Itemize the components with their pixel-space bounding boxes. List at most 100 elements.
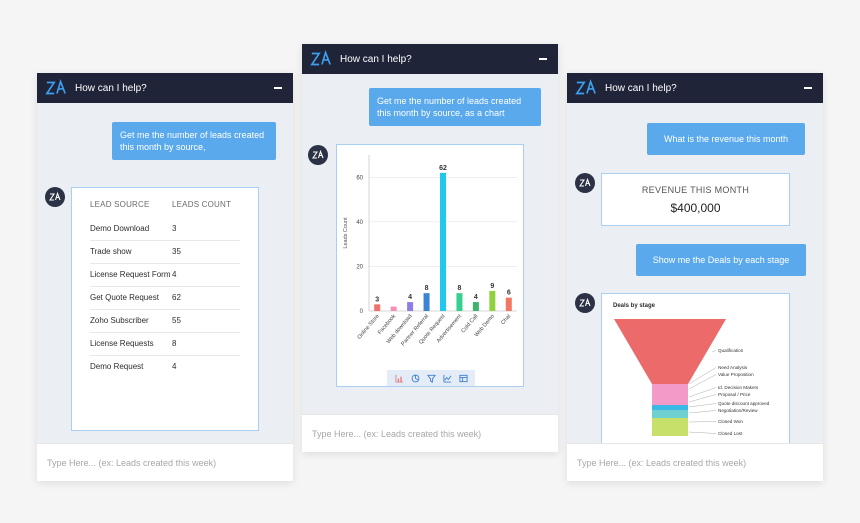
header-title: How can I help?: [75, 82, 147, 94]
chat-input-area: [567, 443, 823, 481]
table-row: Zoho Subscriber 55: [90, 309, 240, 333]
funnel-segment: [652, 410, 688, 418]
table-body: Demo Download 3 Trade show 35 License Reques…: [90, 218, 240, 378]
leads-count-cell: 35: [172, 240, 240, 264]
user-question-bubble: Get me the number of leads created this …: [112, 122, 276, 160]
revenue-value: $400,000: [670, 201, 721, 215]
column-header-source: LEAD SOURCE: [90, 200, 150, 209]
lead-source-cell: Demo Request: [90, 362, 144, 371]
bar-web-demo: [489, 290, 496, 311]
bar-value-label: 8: [457, 285, 461, 292]
lead-source-cell: Get Quote Request: [90, 286, 172, 310]
lead-source-cell: Trade show: [90, 240, 172, 264]
bar-value-label: 6: [507, 290, 511, 297]
funnel-stage-label: Closed Lost: [718, 431, 743, 436]
revenue-card: REVENUE THIS MONTH $400,000: [601, 173, 790, 226]
pie-chart-icon[interactable]: [410, 373, 420, 383]
x-tick-label: Online Store: [357, 313, 381, 340]
minimize-icon[interactable]: [273, 83, 283, 93]
funnel-leader-line: [688, 394, 717, 403]
table-row: Trade show 35: [90, 240, 240, 264]
chart-toolbar: [387, 370, 475, 386]
funnel-leader-line: [688, 374, 717, 390]
x-tick-label: Chat: [500, 313, 512, 326]
lead-source-cell: Demo Download: [90, 218, 172, 241]
bar-chart-icon[interactable]: [394, 373, 404, 383]
zia-logo-icon: [45, 79, 66, 95]
zia-logo-icon: [310, 50, 331, 66]
funnel-segment: [614, 319, 726, 384]
funnel-stage-label: Closed Won: [718, 419, 743, 424]
chat-panel-revenue-deals: How can I help? What is the revenue this…: [567, 73, 823, 481]
minimize-icon[interactable]: [803, 83, 813, 93]
bot-avatar-icon: [45, 187, 65, 207]
bar-value-label: 4: [408, 294, 412, 301]
funnel-segment: [652, 418, 688, 436]
user-question-bubble-deals: Show me the Deals by each stage: [636, 244, 806, 276]
y-tick-label: 60: [356, 175, 363, 181]
funnel-icon[interactable]: [426, 373, 436, 383]
funnel-leader-line: [711, 350, 717, 353]
funnel-leader-line: [688, 403, 717, 408]
chat-input[interactable]: [47, 457, 293, 468]
chat-panel-leads-table: How can I help? Get me the number of lea…: [37, 73, 293, 481]
leads-count-cell: 62: [172, 286, 240, 310]
bar-online-store: [374, 304, 381, 311]
lead-source-table: LEAD SOURCE LEADS COUNT Demo Download 3 Tr…: [90, 200, 240, 378]
table-row: License Requests 8: [90, 332, 240, 356]
funnel-segment: [652, 405, 688, 410]
table-row: Get Quote Request 62: [90, 286, 240, 310]
bar-partner-referral: [423, 293, 430, 311]
y-axis-label: Leads Count: [343, 217, 349, 249]
funnel-stage-label: Id. Decision Makers: [718, 385, 759, 390]
bot-avatar-icon: [575, 293, 595, 313]
funnel-stage-label: Quote discount approved: [718, 401, 770, 406]
bar-cold-call: [472, 302, 479, 311]
column-header-count: LEADS COUNT: [172, 200, 232, 209]
header-title: How can I help?: [340, 53, 412, 65]
leads-count-cell: 3: [172, 218, 240, 241]
bar-value-label: 4: [474, 294, 478, 301]
panel-header: How can I help?: [567, 73, 823, 103]
table-icon[interactable]: [458, 373, 468, 383]
lead-source-table-card: LEAD SOURCE LEADS COUNT Demo Download 3 Tr…: [71, 187, 259, 431]
leads-count-cell: 4: [172, 362, 177, 371]
user-question-bubble: Get me the number of leads created this …: [369, 88, 541, 126]
bot-avatar-icon: [575, 173, 595, 193]
panel-header: How can I help?: [302, 44, 558, 74]
bar-chat: [505, 297, 512, 311]
chat-panel-leads-chart: How can I help? Get me the number of lea…: [302, 44, 558, 452]
bar-advertisement: [456, 293, 463, 311]
funnel-segment: [652, 384, 688, 405]
y-tick-label: 0: [360, 309, 364, 315]
table-header-row: LEAD SOURCE LEADS COUNT: [90, 200, 240, 218]
funnel-stage-label: Value Proposition: [718, 372, 754, 377]
panel-header: How can I help?: [37, 73, 293, 103]
zia-logo-icon: [575, 79, 596, 95]
chat-input[interactable]: [577, 457, 823, 468]
lead-source-cell: License Requests: [90, 332, 172, 356]
leads-count-cell: 4: [172, 263, 240, 287]
y-tick-label: 40: [356, 220, 363, 226]
bar-value-label: 62: [439, 165, 447, 172]
funnel-stage-label: Proposal / Price: [718, 392, 751, 397]
funnel-title: Deals by stage: [613, 303, 656, 309]
funnel-leader-line: [688, 421, 717, 423]
lead-source-cell: License Request Form: [90, 263, 172, 287]
bar-value-label: 8: [425, 285, 429, 292]
bar-value-label: 3: [375, 296, 379, 303]
chat-input[interactable]: [312, 428, 558, 439]
funnel-leader-line: [688, 431, 717, 434]
minimize-icon[interactable]: [538, 54, 548, 64]
table-row: License Request Form 4: [90, 263, 240, 287]
bar-web-download: [407, 302, 414, 311]
leads-count-cell: 8: [172, 332, 240, 356]
leads-count-cell: 55: [172, 309, 240, 333]
y-tick-label: 20: [356, 264, 363, 270]
line-chart-icon[interactable]: [442, 373, 452, 383]
funnel-leader-line: [688, 387, 717, 398]
bar-facebook: [390, 306, 397, 311]
chat-input-area: [37, 443, 293, 481]
funnel-stage-label: Need Analysis: [718, 365, 748, 370]
